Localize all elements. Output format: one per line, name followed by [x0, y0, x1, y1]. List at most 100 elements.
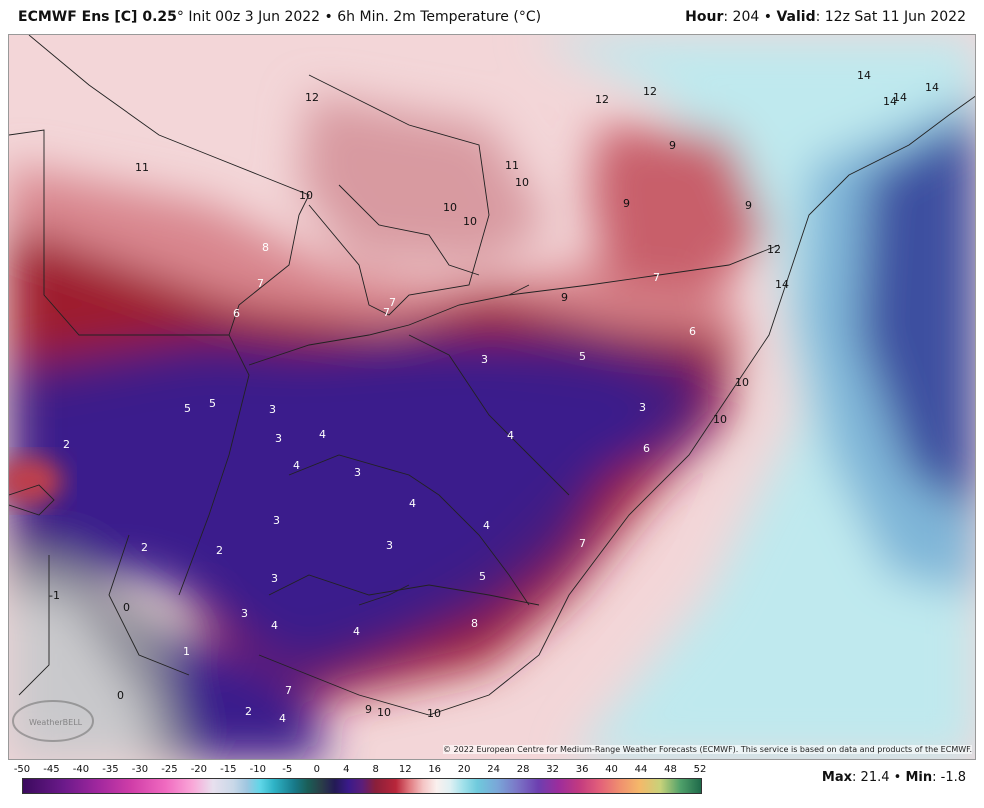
temp-label: 10 — [427, 707, 441, 720]
temp-label: 10 — [377, 706, 391, 719]
temp-label: 2 — [141, 541, 148, 554]
header-right: Hour: 204 • Valid: 12z Sat 11 Jun 2022 — [685, 0, 966, 34]
colorbar-tick-label: -5 — [282, 764, 293, 775]
colorbar-tick-label: -20 — [190, 764, 208, 775]
colorbar-tick-label: 36 — [575, 764, 589, 775]
temp-label: 10 — [299, 189, 313, 202]
temp-label: 7 — [257, 277, 264, 290]
colorbar-tick-label: 28 — [516, 764, 530, 775]
forecast-map[interactable]: 14 14 14 14 12 12 12 9 9 9 11 11 10 10 1… — [8, 34, 976, 760]
temp-label: 3 — [271, 572, 278, 585]
temp-label: 9 — [623, 197, 630, 210]
temp-label: 11 — [505, 159, 519, 172]
min-value: : -1.8 — [932, 770, 966, 785]
colorbar-tick-label: 44 — [634, 764, 648, 775]
temp-label: 12 — [595, 93, 609, 106]
temp-label: 3 — [269, 403, 276, 416]
temp-label: 7 — [579, 537, 586, 550]
min-label: Min — [905, 770, 933, 785]
temp-label: 14 — [775, 278, 789, 291]
watermark-text: WeatherBELL — [29, 718, 83, 727]
temp-label: 6 — [689, 325, 696, 338]
colorbar — [22, 778, 702, 794]
temp-label: 3 — [275, 432, 282, 445]
colorbar-tick-label: -10 — [249, 764, 266, 775]
model-title: ECMWF Ens [C] 0.25 — [18, 9, 177, 25]
temp-label: 6 — [233, 307, 240, 320]
colorbar-tick-label: -25 — [161, 764, 178, 775]
colorbar-tick-label: 24 — [487, 764, 501, 775]
colorbar-tick-label: 4 — [343, 764, 350, 775]
temp-label: 14 — [857, 69, 871, 82]
temp-label: 4 — [353, 625, 360, 638]
temp-label: 4 — [319, 428, 326, 441]
stats-separator: • — [893, 770, 902, 785]
temp-label: 12 — [767, 243, 781, 256]
temp-label: 3 — [354, 466, 361, 479]
temp-label: 9 — [669, 139, 676, 152]
temp-label: 4 — [409, 497, 416, 510]
temp-label: 3 — [273, 514, 280, 527]
header-left: ECMWF Ens [C] 0.25° Init 00z 3 Jun 2022 … — [18, 0, 541, 34]
map-canvas: 14 14 14 14 12 12 12 9 9 9 11 11 10 10 1… — [9, 35, 975, 759]
max-value: : 21.4 — [852, 770, 890, 785]
temp-label: 5 — [184, 402, 191, 415]
colorbar-tick-label: -15 — [220, 764, 237, 775]
temp-label: 2 — [245, 705, 252, 718]
colorbar-tick-label: 48 — [664, 764, 677, 775]
temp-label: 9 — [561, 291, 568, 304]
colorbar-tick-label: -30 — [131, 764, 149, 775]
temp-label: 0 — [117, 689, 124, 702]
colorbar-tick-label: 20 — [457, 764, 471, 775]
weatherbell-logo: WeatherBELL — [12, 700, 94, 742]
copyright-notice: © 2022 European Centre for Medium-Range … — [443, 745, 972, 754]
temp-label: 5 — [209, 397, 216, 410]
colorbar-tick-label: -45 — [43, 764, 60, 775]
colorbar-tick-label: -40 — [72, 764, 90, 775]
temp-label: 7 — [653, 271, 660, 284]
temp-label: 3 — [639, 401, 646, 414]
temp-label: 7 — [383, 306, 390, 319]
temp-label: 1 — [183, 645, 190, 658]
colorbar-tick-label: 16 — [428, 764, 442, 775]
hour-label: Hour — [685, 9, 724, 25]
temp-label: 14 — [883, 95, 897, 108]
temp-label: 11 — [135, 161, 149, 174]
temp-label: 5 — [479, 570, 486, 583]
temp-label: 14 — [925, 81, 939, 94]
temp-label: -1 — [49, 589, 60, 602]
temp-label: 9 — [365, 703, 372, 716]
temp-label: 4 — [483, 519, 490, 532]
colorbar-tick-label: -50 — [13, 764, 31, 775]
temp-label: 10 — [713, 413, 727, 426]
hour-value: : 204 — [723, 9, 760, 25]
colorbar-tick-label: 40 — [605, 764, 618, 775]
temp-label: 10 — [515, 176, 529, 189]
temp-label: 7 — [285, 684, 292, 697]
temp-label: 14 — [893, 91, 907, 104]
temp-label: 12 — [643, 85, 657, 98]
temp-label: 4 — [271, 619, 278, 632]
temp-label: 3 — [241, 607, 248, 620]
temp-label: 3 — [386, 539, 393, 552]
temp-label: 4 — [507, 429, 514, 442]
temp-label: 4 — [279, 712, 286, 725]
max-min-stats: Max: 21.4 • Min: -1.8 — [822, 770, 966, 785]
temp-label: 3 — [481, 353, 488, 366]
colorbar-ticks: -50 -45 -40 -35 -30 -25 -20 -15 -10 -5 0 4 8 12 16 20 24… — [14, 764, 707, 778]
map-header: ECMWF Ens [C] 0.25° Init 00z 3 Jun 2022 … — [0, 0, 984, 34]
temp-label: 10 — [735, 376, 749, 389]
temp-label: 9 — [745, 199, 752, 212]
temp-label: 10 — [463, 215, 477, 228]
temp-label: 12 — [305, 91, 319, 104]
product-name: 6h Min. 2m Temperature (°C) — [337, 9, 542, 25]
temp-label: 8 — [262, 241, 269, 254]
temp-label: 6 — [643, 442, 650, 455]
temp-label: 4 — [293, 459, 300, 472]
temp-label: 2 — [63, 438, 70, 451]
political-borders — [9, 35, 975, 716]
valid-value: : 12z Sat 11 Jun 2022 — [815, 9, 966, 25]
temp-label: 10 — [443, 201, 457, 214]
valid-label: Valid — [776, 9, 816, 25]
header-separator: • — [324, 9, 333, 25]
